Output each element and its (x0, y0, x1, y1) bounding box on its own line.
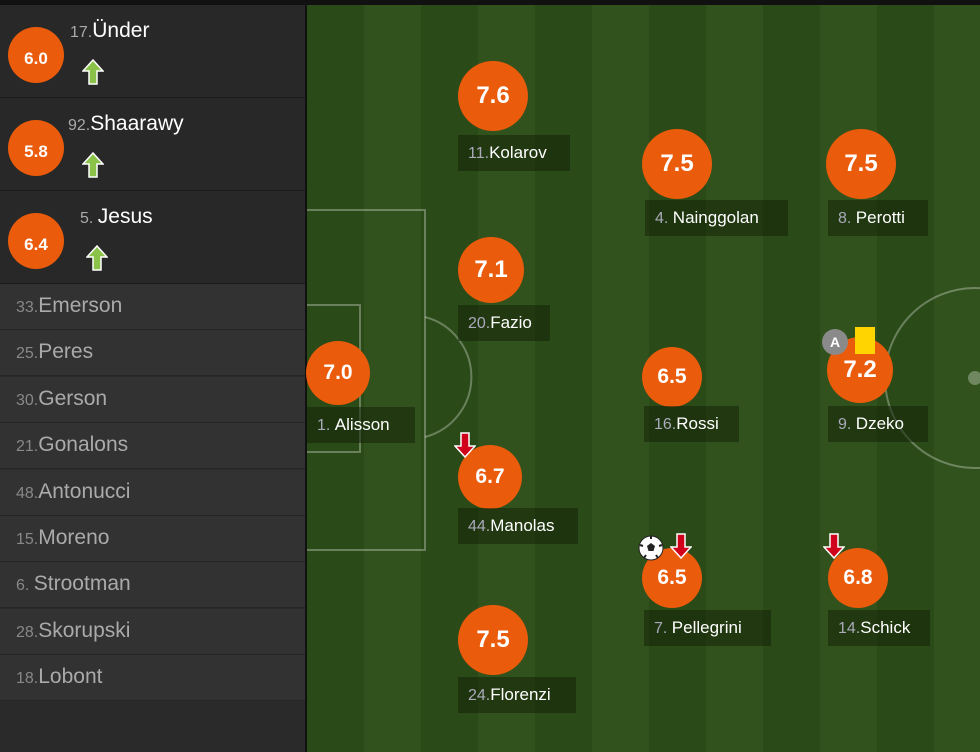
player-label: 9. Dzeko (828, 406, 928, 442)
bench-row[interactable]: 25.Peres (0, 330, 305, 377)
substitute-row[interactable]: 5.8 92.Shaarawy (0, 98, 305, 191)
bench-row[interactable]: 6. Strootman (0, 562, 305, 609)
player-name-text: Kolarov (489, 143, 547, 162)
player-name-text: Alisson (334, 415, 390, 434)
rating-badge: 7.5 (826, 129, 896, 199)
sub-in-arrow-icon (81, 151, 105, 178)
player-name-text: Fazio (490, 313, 532, 332)
rating-badge: 7.0 (306, 341, 370, 405)
bench-row[interactable]: 18.Lobont (0, 655, 305, 702)
bench-row[interactable]: 48.Antonucci (0, 469, 305, 516)
bench-row[interactable]: 28.Skorupski (0, 608, 305, 655)
player-number: 14. (838, 620, 861, 637)
player-number: 7. (654, 620, 672, 637)
rating-badge: 6.4 (8, 213, 64, 269)
substitute-row[interactable]: 6.0 17.Ünder (0, 5, 305, 98)
player-label: 16.Rossi (644, 406, 739, 442)
top-bar (0, 0, 980, 5)
player-name-text: Schick (860, 618, 911, 637)
rating-badge: 7.1 (458, 237, 524, 303)
player-name-text: Antonucci (38, 479, 131, 503)
player-label: 11.Kolarov (458, 135, 570, 171)
player-number: 17. (70, 24, 93, 41)
player-name-text: Pellegrini (671, 618, 742, 637)
player-label: 20.Fazio (458, 305, 550, 341)
player-name-text: Emerson (38, 294, 123, 317)
bench-row[interactable]: 30.Gerson (0, 376, 305, 423)
rating-badge: 7.5 (642, 129, 712, 199)
player-label: 4. Nainggolan (645, 200, 788, 236)
player-number: 1. (317, 417, 335, 434)
player-number: 48. (16, 484, 39, 502)
player-name-text: Gonalons (38, 433, 129, 457)
goal-ball-icon (638, 535, 664, 566)
player-number: 28. (16, 623, 39, 641)
player-number: 30. (16, 391, 39, 409)
player-name: 5. Jesus (80, 205, 153, 229)
player-number: 20. (468, 315, 491, 332)
substitute-row[interactable]: 6.4 5. Jesus (0, 191, 305, 284)
player-name-text: Ünder (92, 19, 150, 42)
player-number: 18. (16, 670, 39, 688)
player-number: 16. (654, 416, 677, 433)
yellow-card-icon (855, 327, 875, 354)
rating-badge: 7.5 (458, 605, 528, 675)
bench-row[interactable]: 21.Gonalons (0, 423, 305, 470)
player-name-text: Jesus (97, 205, 153, 228)
bench-row[interactable]: 15.Moreno (0, 516, 305, 562)
rating-badge: 5.8 (8, 120, 64, 176)
player-label: 44.Manolas (458, 508, 578, 544)
player-label: 8. Perotti (828, 200, 928, 236)
player-number: 33. (16, 299, 39, 316)
rating-badge: 6.0 (8, 27, 64, 83)
sub-in-arrow-icon (81, 58, 105, 85)
rating-badge: 6.7 (458, 445, 522, 509)
player-number: 9. (838, 416, 856, 433)
player-name-text: Shaarawy (90, 112, 184, 135)
player-name-text: Lobont (38, 665, 103, 689)
rating-badge: 6.8 (828, 548, 888, 608)
player-label: 7. Pellegrini (644, 610, 771, 646)
player-number: 15. (16, 531, 39, 548)
player-name-text: Dzeko (855, 414, 904, 433)
player-name-text: Rossi (676, 414, 719, 433)
rating-badge: 6.5 (642, 548, 702, 608)
substitutes-panel: 6.0 17.Ünder 5.8 92.Shaarawy 6.4 5. Jesu… (0, 5, 305, 752)
player-number: 6. (16, 577, 34, 595)
player-name-text: Strootman (33, 572, 131, 596)
rating-badge: 7.6 (458, 61, 528, 131)
player-number: 8. (838, 210, 856, 227)
player-number: 25. (16, 345, 39, 363)
player-number: 4. (655, 210, 673, 227)
pitch: 7.6 11.Kolarov 7.5 4. Nainggolan 7.5 8. Pe… (306, 5, 980, 752)
player-number: 24. (468, 687, 491, 704)
sub-out-arrow-icon (822, 533, 846, 564)
player-name-text: Moreno (38, 526, 110, 549)
rating-badge: 6.5 (642, 347, 702, 407)
player-number: 44. (468, 518, 491, 535)
bench-row[interactable]: 33.Emerson (0, 284, 305, 330)
player-name: 17.Ünder (70, 19, 149, 43)
player-name-text: Nainggolan (672, 208, 759, 227)
player-label: 1. Alisson (307, 407, 415, 443)
captain-icon: A (822, 329, 848, 355)
player-number: 21. (16, 438, 39, 456)
player-name: 92.Shaarawy (68, 112, 184, 136)
sub-out-arrow-icon (669, 533, 693, 564)
player-name-text: Peres (38, 340, 94, 364)
player-name-text: Perotti (855, 208, 905, 227)
player-name-text: Gerson (38, 386, 108, 410)
player-label: 14.Schick (828, 610, 930, 646)
player-name-text: Skorupski (38, 618, 131, 642)
pitch-lines (307, 209, 980, 551)
player-number: 11. (468, 145, 490, 162)
player-label: 24.Florenzi (458, 677, 576, 713)
player-number: 5. (80, 210, 98, 227)
sub-in-arrow-icon (85, 244, 109, 271)
sub-out-arrow-icon (453, 432, 477, 463)
player-number: 92. (68, 117, 91, 134)
player-name-text: Florenzi (490, 685, 551, 704)
player-name-text: Manolas (490, 516, 555, 535)
